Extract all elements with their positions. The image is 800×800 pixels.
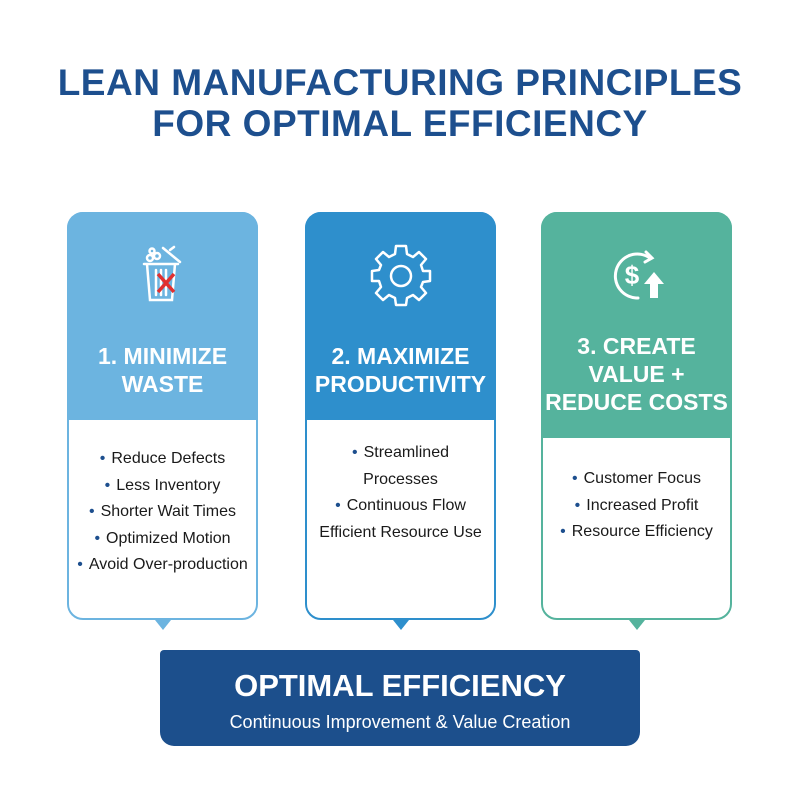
- banner-title: OPTIMAL EFFICIENCY: [234, 668, 566, 703]
- list-item: • Less Inventory: [104, 476, 221, 494]
- card-title-line: PRODUCTIVITY: [314, 371, 487, 397]
- svg-text:$: $: [624, 260, 639, 290]
- card-header: 2. MAXIMIZE PRODUCTIVITY: [305, 212, 496, 420]
- banner-subtitle: Continuous Improvement & Value Creation: [229, 712, 571, 732]
- trash-with-cross-icon: [142, 245, 181, 302]
- card-title-line: VALUE +: [588, 361, 685, 387]
- card-title-line: REDUCE COSTS: [545, 389, 728, 415]
- title-line-2: FOR OPTIMAL EFFICIENCY: [152, 103, 648, 144]
- title-line-1: LEAN MANUFACTURING PRINCIPLES: [57, 62, 743, 103]
- pointer-arrow: [392, 620, 409, 630]
- list-item: • Streamlined: [352, 444, 449, 461]
- dollar-cycle-arrow-up-icon: $: [613, 250, 664, 300]
- list-item: • Optimized Motion: [94, 529, 231, 547]
- list-item: Efficient Resource Use: [319, 523, 482, 541]
- gear-icon: [370, 244, 431, 307]
- list-item: • Continuous Flow: [335, 497, 466, 514]
- optimal-efficiency-banner: OPTIMAL EFFICIENCY Continuous Improvemen…: [160, 650, 640, 746]
- card-header: $ 3. CREATE VALUE + REDUCE COSTS: [541, 212, 732, 438]
- pointer-arrow: [154, 620, 171, 630]
- pointer-arrow: [628, 620, 645, 630]
- list-item: • Avoid Over-production: [77, 556, 248, 573]
- card-title-line: 3. CREATE: [577, 333, 696, 359]
- list-item: • Shorter Wait Times: [88, 503, 237, 520]
- list-item: • Customer Focus: [572, 470, 701, 487]
- card-create-value: $ 3. CREATE VALUE + REDUCE COSTS • Custom…: [541, 212, 732, 630]
- card-title-line: WASTE: [121, 371, 204, 397]
- card-maximize-productivity: 2. MAXIMIZE PRODUCTIVITY • Streamlined Pr…: [305, 212, 496, 630]
- list-item: Processes: [363, 470, 438, 488]
- list-item: • Reduce Defects: [99, 450, 226, 467]
- list-item: • Increased Profit: [574, 496, 699, 514]
- card-title-line: 1. MINIMIZE: [97, 343, 228, 369]
- list-item: • Resource Efficiency: [560, 523, 713, 540]
- card-header: 1. MINIMIZE WASTE: [67, 212, 258, 420]
- card-minimize-waste: 1. MINIMIZE WASTE • Reduce Defects • Less …: [67, 212, 258, 630]
- card-title-line: 2. MAXIMIZE: [331, 343, 470, 369]
- page-title: LEAN MANUFACTURING PRINCIPLES FOR OPTIMA…: [0, 62, 800, 144]
